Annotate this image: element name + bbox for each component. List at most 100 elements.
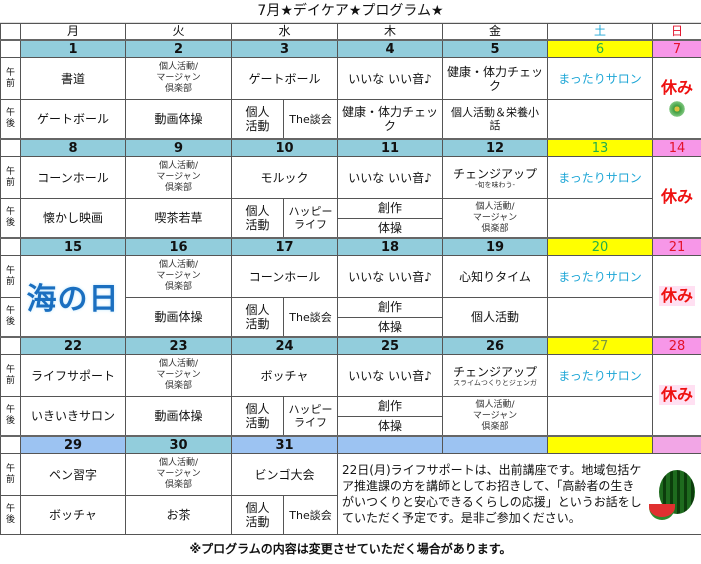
schedule-cell: いきいきサロン [20,396,126,437]
date-cell: 2 [125,39,232,58]
date-cell: 1 [20,39,126,58]
activity-label: チェンジアップ [452,166,537,181]
weekday-3: 木 [337,23,443,41]
afternoon-label: 午 後 [0,297,21,338]
date-row: 15 16 17 18 19 20 21 [0,237,701,256]
date-cell: 15 [20,237,126,256]
schedule-cell: モルック [231,156,338,199]
schedule-cell: 動画体操 [125,396,232,437]
schedule-cell: 書道 [20,57,126,100]
activity-label: 個人 活動 [233,298,284,336]
schedule-cell: 休み [652,255,701,338]
activity-label: The談会 [289,310,332,324]
header-corner [0,23,21,41]
date-row-label [0,435,21,454]
weekday-0: 月 [20,23,126,41]
schedule-cell: 個人活動/ マージャン 倶楽部 [442,396,548,437]
notice-text: 22日(月)ライフサポートは、出前講座です。地域包括ケア推進課の方を講師としてお… [342,463,642,525]
footer-note: ※プログラムの内容は変更させていただく場合があります。 [189,542,512,556]
activity-label: 体操 [377,418,402,433]
date-cell: 27 [547,336,653,355]
activity-label: ハッピー ライフ [288,205,333,231]
schedule-cell: 心知りタイム [442,255,548,298]
date-cell: 29 [20,435,126,454]
morning-row: 午 前海の日 個人活動/ マージャン 倶楽部 コーンホール いいな いい音♪ 心知りタイ… [0,255,701,338]
watermelon-slice-icon [649,504,675,520]
date-row-label [0,336,21,355]
schedule-cell: 創作 体操 [337,198,443,239]
date-row-label [0,39,21,58]
schedule-cell: 健康・体力チェック [337,99,443,140]
date-cell: 23 [125,336,232,355]
morning-label: 午 前 [0,453,21,496]
schedule-cell: コーンホール [20,156,126,199]
activity-label: チェンジアップ [452,364,537,379]
holiday-label: 休み [658,286,695,306]
activity-label: ペン習字 [48,467,97,482]
holiday-label: 休み [660,187,693,206]
schedule-cell: 個人活動/ マージャン 倶楽部 [125,354,232,397]
split-cell: 個人 活動 The談会 [233,298,337,336]
date-row: 29 30 31 [0,435,701,454]
schedule-cell: まったりサロン [547,354,653,397]
schedule-cell: 喫茶若草 [125,198,232,239]
activity-label: The談会 [289,508,332,522]
schedule-cell: まったりサロン [547,156,653,199]
activity-label: ゲートボール [248,71,321,86]
afternoon-row: 午 後懐かし映画 喫茶若草 個人 活動 ハッピー ライフ 創作 体操 個人活動/ マージャン… [0,198,701,239]
activity-label: 健康・体力チェック [446,64,543,93]
activity-label: 個人活動/ マージャン 倶楽部 [472,399,518,432]
schedule-cell: ライフサポート [20,354,126,397]
date-cell [652,435,701,454]
activity-label: ボッチャ [260,368,309,383]
weekday-2: 水 [231,23,338,41]
activity-label: ゲートボール [36,112,109,126]
stacked-cell: 創作 体操 [338,397,442,435]
schedule-cell: 休み [652,354,701,437]
afternoon-row: 午 後 ゲートボール 動画体操 個人 活動 The談会 健康・体力チェック 個人活動＆栄養小… [0,99,701,140]
schedule-cell: ゲートボール [231,57,338,100]
activity-label: 書道 [60,71,85,86]
schedule-cell: ボッチャ [231,354,338,397]
activity-label: 個人活動/ マージャン 倶楽部 [156,260,201,292]
weekday-header-row: 月火水木金土日 [0,23,701,41]
date-cell: 13 [547,138,653,157]
schedule-cell: チェンジアップ スライムつくりとジェンガ [442,354,548,397]
afternoon-row: 午 後 ボッチャ お茶 個人 活動 The談会 [0,495,701,535]
weekday-5: 土 [547,23,653,41]
schedule-cell: 個人活動/ マージャン 倶楽部 [125,453,232,496]
schedule-cell: 海の日 [20,255,126,338]
date-cell: 25 [337,336,443,355]
activity-label: いいな いい音♪ [348,269,432,284]
schedule-cell [547,297,653,338]
schedule-cell: 休み [652,156,701,239]
date-cell: 4 [337,39,443,58]
holiday-label: 休み [658,385,695,405]
schedule-cell: 創作 体操 [337,297,443,338]
activity-label: 動画体操 [154,112,203,126]
date-cell: 10 [231,138,338,157]
schedule-cell: いいな いい音♪ [337,255,443,298]
salon-label: まったりサロン [558,71,642,86]
activity-label: 懐かし映画 [42,211,103,225]
tanabata-icon [668,100,686,118]
schedule-cell: いいな いい音♪ [337,156,443,199]
schedule-cell: 個人活動/ マージャン 倶楽部 [125,57,232,100]
activity-label: 個人活動/ マージャン 倶楽部 [156,359,201,391]
split-cell: 個人 活動 The談会 [233,496,337,534]
schedule-cell: 個人 活動 The談会 [231,495,338,535]
schedule-cell: ゲートボール [20,99,126,140]
activity-label: 創作 [338,397,442,417]
activity-label: ハッピー ライフ [288,403,333,429]
activity-label: 創作 [338,298,442,318]
date-cell [547,435,653,454]
activity-label: 体操 [377,319,402,334]
date-cell: 8 [20,138,126,157]
weekday-6: 日 [652,23,701,41]
activity-label: いいな いい音♪ [348,170,432,185]
afternoon-label: 午 後 [0,495,21,535]
afternoon-label: 午 後 [0,99,21,140]
split-cell: 個人 活動 ハッピー ライフ [233,199,337,237]
